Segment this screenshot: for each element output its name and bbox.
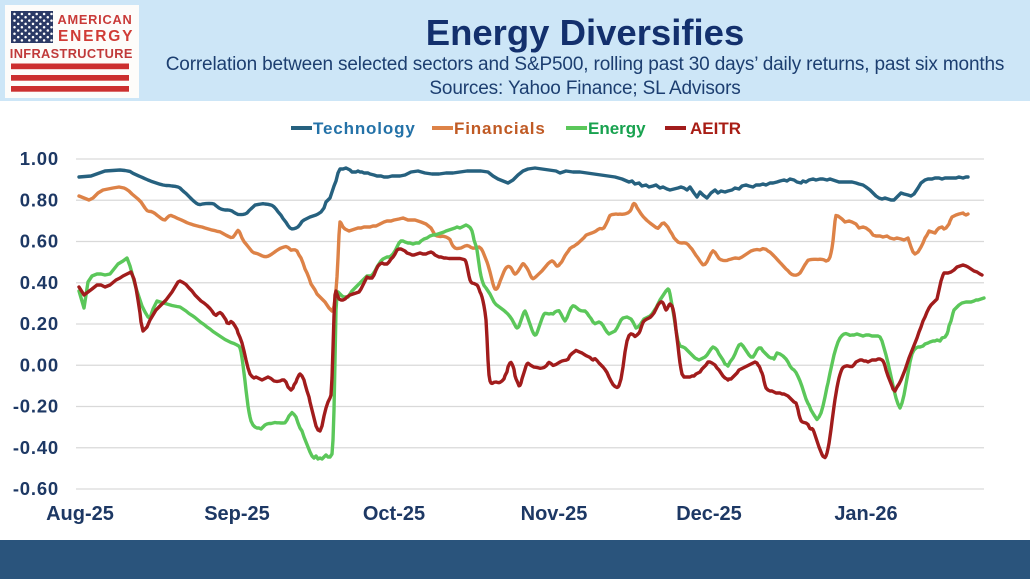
svg-text:Nov-25: Nov-25: [521, 503, 588, 525]
svg-text:Aug-25: Aug-25: [46, 503, 114, 525]
svg-text:0.40: 0.40: [20, 272, 59, 293]
svg-text:1.00: 1.00: [20, 148, 59, 169]
svg-text:AMERICAN: AMERICAN: [58, 12, 133, 27]
svg-text:0.20: 0.20: [20, 313, 59, 334]
svg-text:Sep-25: Sep-25: [204, 503, 270, 525]
svg-text:Jan-26: Jan-26: [834, 503, 897, 525]
svg-text:ENERGY: ENERGY: [58, 28, 134, 45]
svg-text:-0.60: -0.60: [13, 478, 59, 499]
svg-text:Oct-25: Oct-25: [363, 503, 425, 525]
svg-text:Dec-25: Dec-25: [676, 503, 742, 525]
svg-text:Technology: Technology: [313, 119, 416, 138]
svg-text:-0.20: -0.20: [13, 396, 59, 417]
svg-text:Energy: Energy: [588, 119, 646, 138]
svg-text:0.00: 0.00: [20, 354, 59, 375]
svg-text:Financials: Financials: [454, 119, 546, 138]
svg-text:AEITR: AEITR: [690, 119, 741, 138]
svg-text:0.80: 0.80: [20, 189, 59, 210]
svg-text:-0.40: -0.40: [13, 437, 59, 458]
svg-text:INFRASTRUCTURE: INFRASTRUCTURE: [10, 46, 133, 61]
svg-text:0.60: 0.60: [20, 231, 59, 252]
